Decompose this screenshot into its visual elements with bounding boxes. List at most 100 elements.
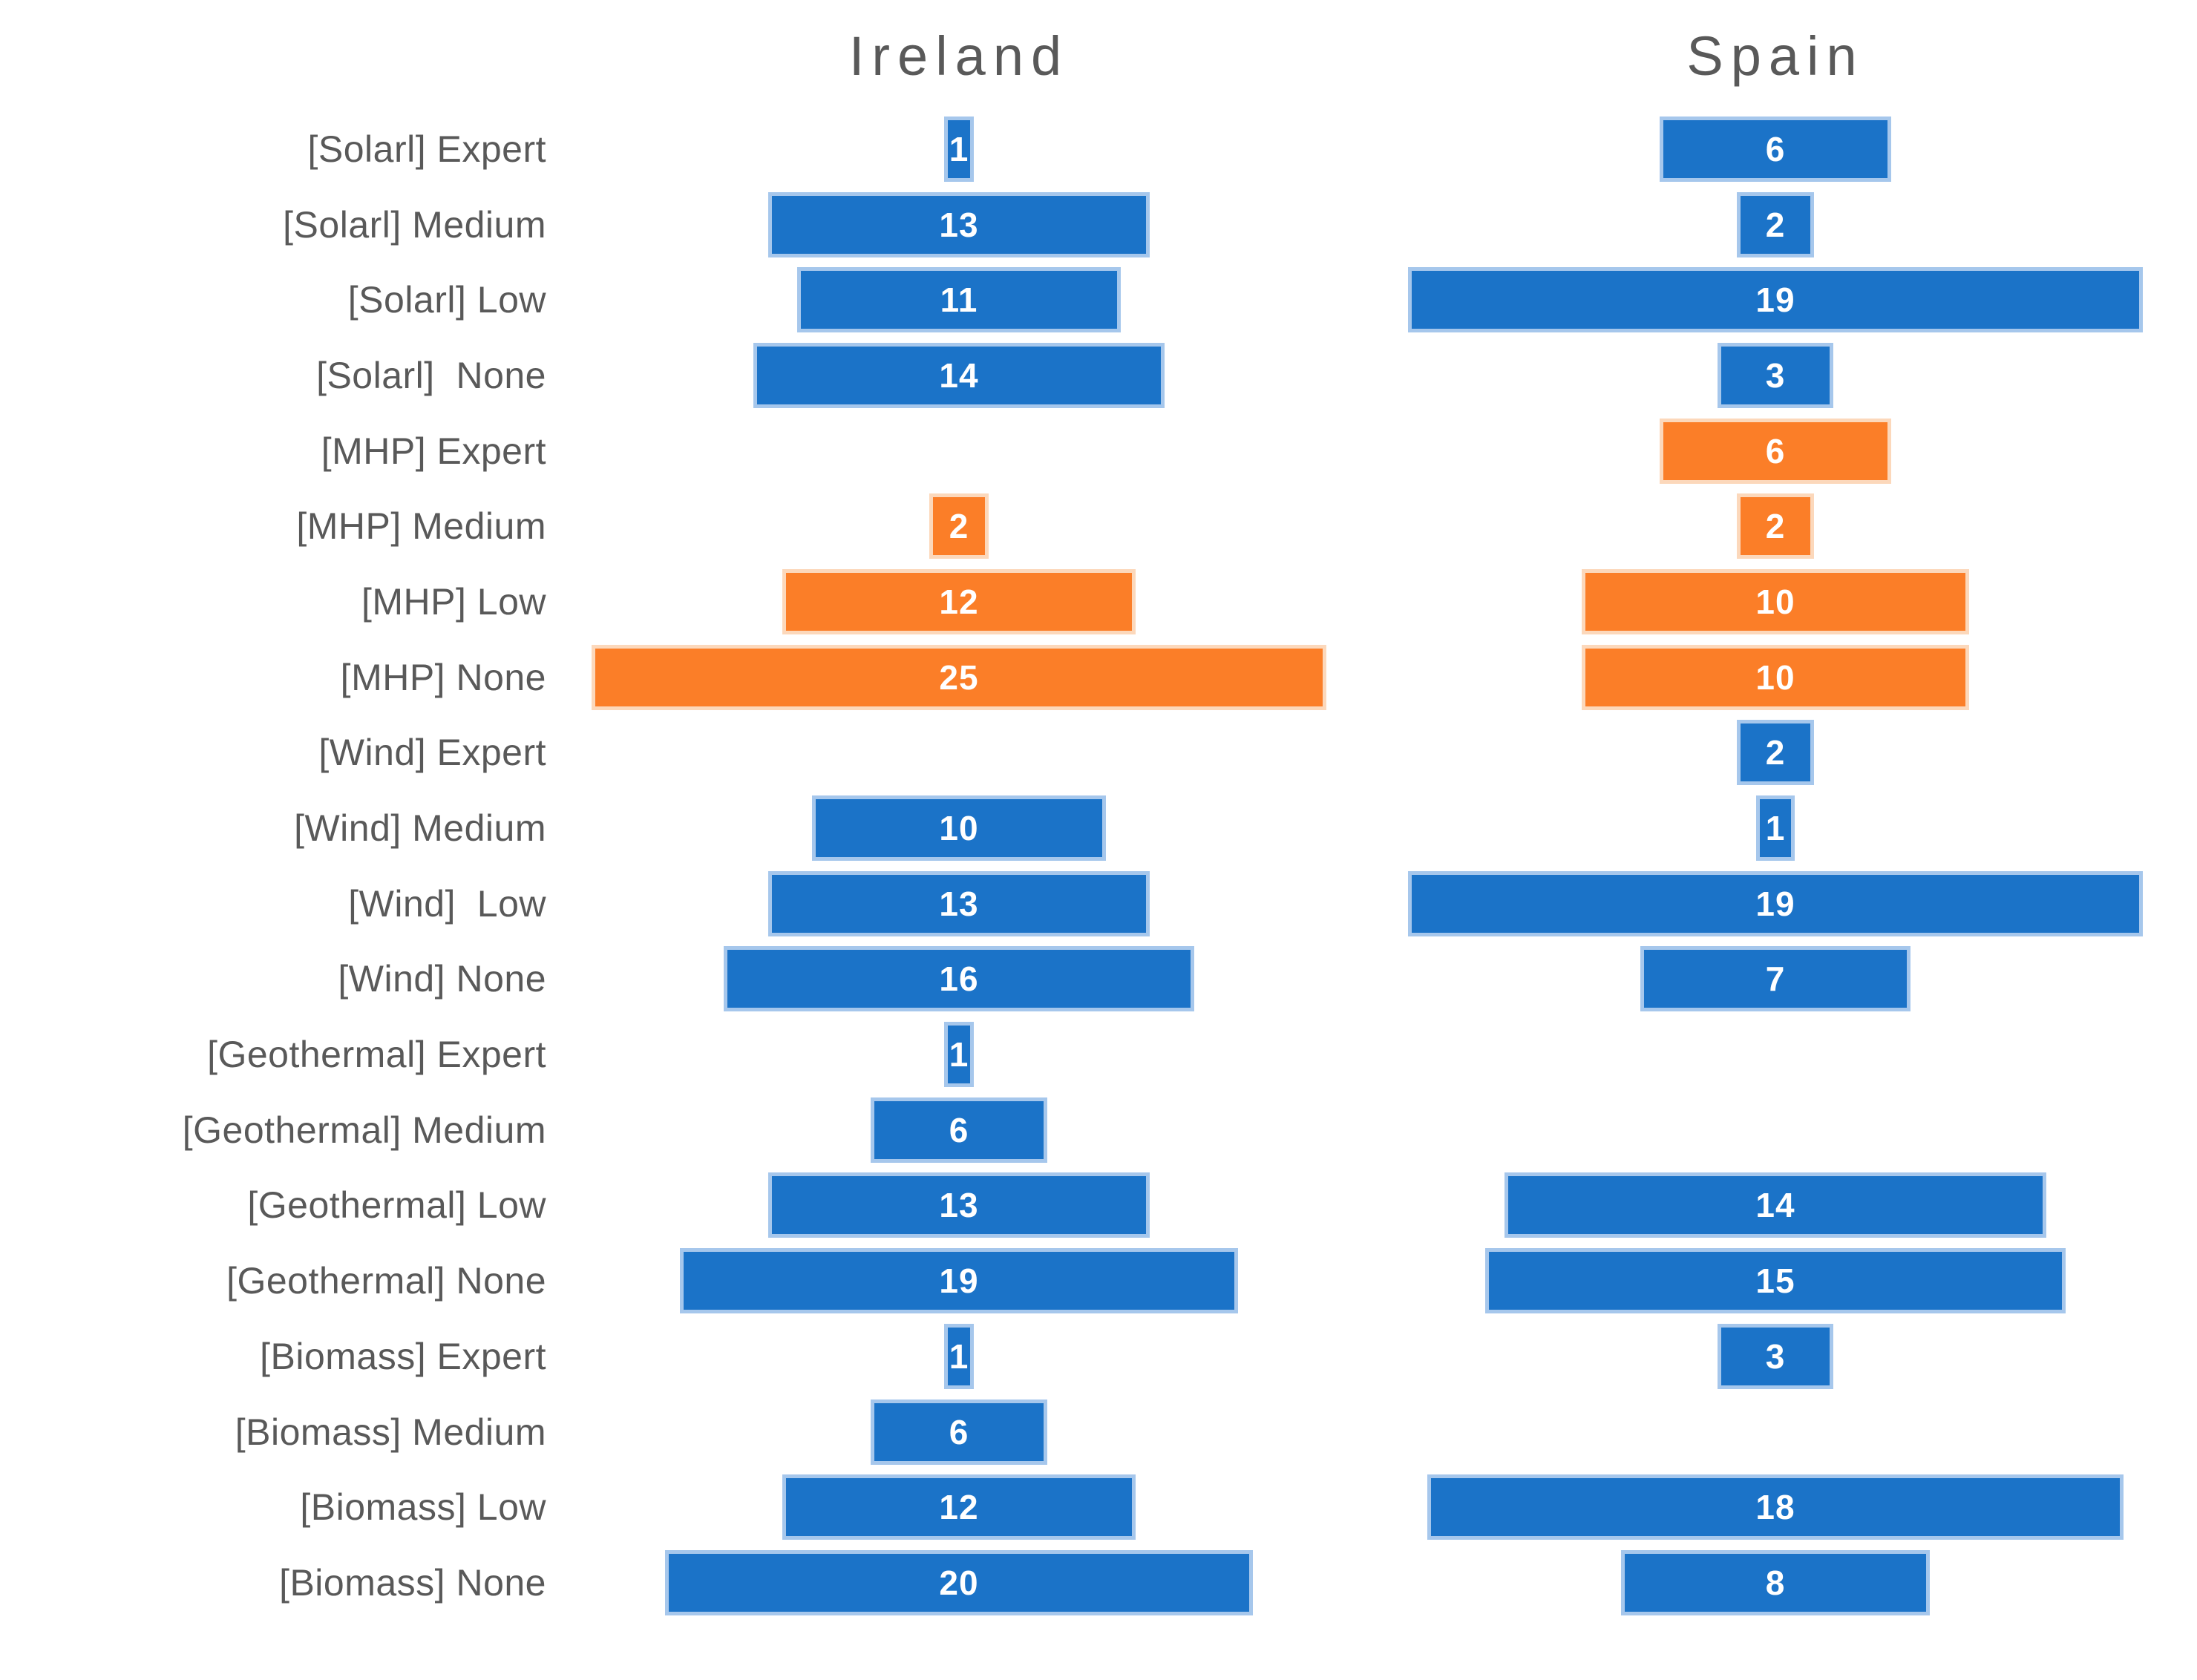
bar-value-label: 10 (1755, 582, 1795, 621)
bar-value-label: 6 (949, 1412, 969, 1451)
spain-panel: 2 (1354, 488, 2197, 564)
bar-value-label: 15 (1755, 1261, 1795, 1301)
bar-value-label: 1 (1765, 809, 1786, 848)
bar-value-label: 1 (949, 1035, 969, 1074)
spain-panel: 6 (1354, 413, 2197, 489)
category-label: [Geothermal] Expert (207, 1034, 546, 1076)
bar-value-label: 3 (1765, 355, 1786, 395)
ireland-panel: 1 (564, 1017, 1354, 1092)
bar-value-label: 12 (939, 1488, 979, 1527)
spain-panel: 7 (1354, 942, 2197, 1017)
spain-bar: 19 (1408, 870, 2143, 936)
spain-bar: 8 (1620, 1549, 1931, 1615)
category-label: [Wind] None (338, 958, 546, 1000)
ireland-bar: 12 (782, 1474, 1136, 1540)
ireland-bar: 13 (767, 870, 1150, 936)
spain-panel: 10 (1354, 640, 2197, 715)
bar-value-label: 12 (939, 582, 979, 621)
spain-panel (1354, 1092, 2197, 1168)
ireland-panel: 16 (564, 942, 1354, 1017)
ireland-bar: 6 (871, 1097, 1047, 1163)
chart-row: [MHP] Expert 6 (0, 413, 2197, 489)
spain-bar: 1 (1755, 795, 1795, 862)
chart-row: [Biomass] None 20 8 (0, 1545, 2197, 1621)
ireland-bar: 10 (812, 795, 1106, 862)
category-label: [Biomass] Expert (260, 1335, 546, 1377)
bar-value-label: 11 (940, 280, 978, 320)
chart-row: [Biomass] Expert 1 3 (0, 1319, 2197, 1394)
bar-value-label: 25 (939, 657, 979, 697)
ireland-panel: 20 (564, 1545, 1354, 1621)
spain-bar: 3 (1717, 342, 1834, 408)
chart-row: [MHP] Low 12 10 (0, 564, 2197, 640)
column-title-ireland: Ireland (848, 24, 1070, 87)
ireland-panel: 10 (564, 790, 1354, 866)
ireland-panel: 11 (564, 262, 1354, 338)
spain-panel: 1 (1354, 790, 2197, 866)
category-label: [MHP] Expert (321, 430, 546, 472)
chart-row: [Wind] Medium 10 1 (0, 790, 2197, 866)
chart-row: [Wind] None 16 7 (0, 942, 2197, 1017)
bar-value-label: 14 (939, 355, 979, 395)
category-label: [MHP] Medium (296, 505, 546, 548)
chart-row: [Wind] Low 13 19 (0, 866, 2197, 942)
chart-row: [Solarl] None 14 3 (0, 338, 2197, 413)
bar-value-label: 3 (1765, 1336, 1786, 1376)
ireland-panel: 1 (564, 1319, 1354, 1394)
ireland-panel: 19 (564, 1243, 1354, 1319)
chart-row: [Geothermal] Low 13 14 (0, 1168, 2197, 1244)
bar-value-label: 16 (939, 959, 979, 999)
chart-row: [Wind] Expert 2 (0, 715, 2197, 791)
category-label: [Solarl] Expert (307, 128, 546, 170)
ireland-bar: 13 (767, 191, 1150, 257)
chart-row: [Geothermal] Expert 1 (0, 1017, 2197, 1092)
spain-panel: 3 (1354, 1319, 2197, 1394)
bar-value-label: 18 (1755, 1488, 1795, 1527)
spain-panel: 6 (1354, 111, 2197, 187)
ireland-panel: 13 (564, 187, 1354, 263)
ireland-bar: 6 (871, 1399, 1047, 1465)
category-label: [Biomass] Medium (235, 1411, 546, 1453)
ireland-bar: 20 (665, 1549, 1253, 1615)
bar-value-label: 1 (949, 1336, 969, 1376)
ireland-panel: 2 (564, 488, 1354, 564)
bar-value-label: 19 (1755, 280, 1795, 320)
category-label: [Wind] Low (348, 882, 546, 925)
spain-panel: 3 (1354, 338, 2197, 413)
bar-value-label: 6 (949, 1110, 969, 1149)
ireland-panel: 1 (564, 111, 1354, 187)
bar-value-label: 13 (939, 884, 979, 923)
ireland-bar: 12 (782, 568, 1136, 634)
bar-value-label: 6 (1765, 129, 1786, 168)
bar-value-label: 2 (949, 507, 969, 546)
spain-bar: 14 (1504, 1172, 2046, 1238)
bar-value-label: 20 (939, 1563, 979, 1602)
chart-row: [Solarl] Low 11 19 (0, 262, 2197, 338)
category-label: [Solarl] Medium (283, 203, 546, 246)
spain-bar: 3 (1717, 1323, 1834, 1389)
bar-value-label: 1 (949, 129, 969, 168)
ireland-panel: 13 (564, 866, 1354, 942)
bar-value-label: 10 (1755, 657, 1795, 697)
bar-value-label: 2 (1765, 733, 1786, 772)
bar-value-label: 13 (939, 1186, 979, 1225)
bar-value-label: 8 (1765, 1563, 1786, 1602)
spain-panel: 19 (1354, 262, 2197, 338)
spain-bar: 6 (1659, 116, 1892, 182)
bar-value-label: 19 (939, 1261, 979, 1301)
bar-value-label: 19 (1755, 884, 1795, 923)
ireland-bar: 14 (753, 342, 1165, 408)
spain-bar: 10 (1582, 568, 1969, 634)
category-label: [MHP] None (340, 656, 546, 698)
ireland-bar: 16 (724, 946, 1194, 1012)
category-label: [Biomass] Low (300, 1486, 546, 1529)
spain-panel: 15 (1354, 1243, 2197, 1319)
spain-bar: 7 (1640, 946, 1911, 1012)
chart-row: [Geothermal] None 19 15 (0, 1243, 2197, 1319)
bar-value-label: 2 (1765, 507, 1786, 546)
category-label: [Solarl] None (316, 354, 546, 396)
category-label: [Wind] Expert (318, 732, 546, 774)
spain-panel (1354, 1394, 2197, 1470)
chart-row: [MHP] Medium 2 2 (0, 488, 2197, 564)
